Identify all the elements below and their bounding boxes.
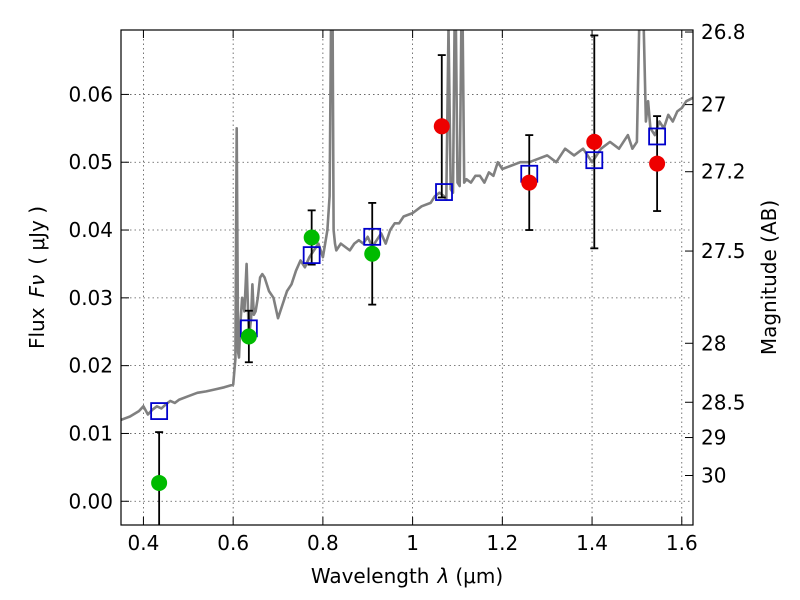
green-point-1 [240, 328, 257, 345]
axis-ticks: 0.4 0.6 0.8 1 1.2 1.4 1.6 0.00 0.01 0.02 0.03 0.04 0… [68, 20, 745, 555]
x-tick-label-0: 0.4 [128, 531, 160, 555]
y-tick-label-4: 0.04 [68, 218, 113, 242]
mag-tick-label-3: 27.5 [701, 239, 746, 263]
green-point-0 [151, 474, 168, 491]
y-axis-label-text: Flux [25, 307, 49, 349]
y-tick-label-3: 0.03 [68, 286, 113, 310]
x-axis-label-text: Wavelength [311, 564, 430, 588]
plot-frame [120, 29, 694, 526]
model-box-6 [585, 151, 604, 170]
y-tick-label-0: 0.00 [68, 489, 113, 513]
model-box-2 [302, 246, 321, 265]
x-tick-label-1: 0.6 [217, 531, 249, 555]
x-tick-label-4: 1.2 [486, 531, 518, 555]
mag-tick-label-7: 30 [701, 464, 726, 488]
x-axis-label-symbol: λ [437, 564, 450, 588]
mag-tick-label-6: 29 [701, 426, 726, 450]
green-point-3 [364, 245, 381, 262]
red-point-3 [649, 155, 666, 172]
x-tick-label-3: 1 [406, 531, 419, 555]
mag-tick-label-5: 28.5 [701, 390, 746, 414]
y-tick-label-2: 0.02 [68, 354, 113, 378]
y-tick-label-1: 0.01 [68, 421, 113, 445]
grid-lines [121, 30, 693, 525]
red-point-0 [433, 118, 450, 135]
mag-tick-label-1: 27 [701, 93, 726, 117]
y-axis-label-symbol: Fν [25, 275, 49, 298]
y-tick-label-6: 0.06 [68, 82, 113, 106]
model-box-0 [150, 402, 169, 420]
red-point-1 [521, 174, 538, 191]
x-axis-label-unit: (μm) [455, 564, 503, 588]
y-axis-label: Flux Fν ( μJy ) [25, 206, 49, 349]
y-axis-label-unit: ( μJy ) [25, 206, 49, 265]
model-box-7 [648, 127, 667, 146]
y-tick-label-5: 0.05 [68, 150, 113, 174]
model-box-4 [435, 183, 453, 201]
x-axis-label: Wavelength λ (μm) [311, 564, 503, 588]
y2-axis-label: Magnitude (AB) [757, 200, 781, 355]
mag-tick-label-0: 26.8 [701, 20, 746, 44]
green-point-2 [303, 229, 320, 246]
x-tick-label-2: 0.8 [307, 531, 339, 555]
mag-tick-label-2: 27.2 [701, 160, 746, 184]
x-tick-label-5: 1.4 [576, 531, 608, 555]
model-box-3 [363, 227, 382, 246]
red-point-2 [586, 133, 603, 150]
observed-points [151, 118, 666, 491]
x-tick-label-6: 1.6 [666, 531, 698, 555]
mag-tick-label-4: 28 [701, 331, 726, 355]
